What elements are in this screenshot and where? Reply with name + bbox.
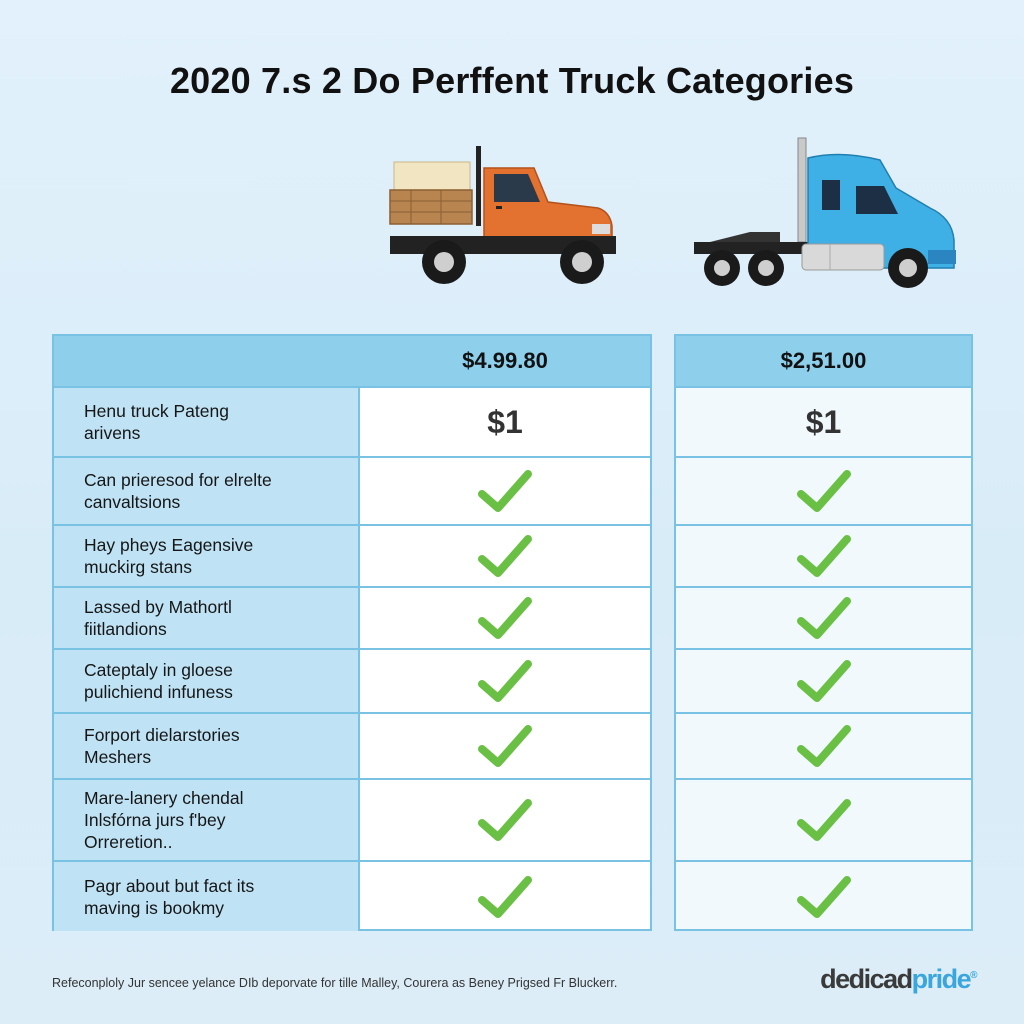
table-header-right: $2,51.00	[676, 336, 971, 386]
orange-flatbed-truck-icon	[389, 146, 616, 284]
value-cell: $1	[676, 388, 971, 456]
table-row: Pagr about but fact its maving is bookmy	[54, 860, 650, 931]
feature-label-line: canvaltsions	[84, 492, 181, 512]
table-row: Hay pheys Eagensive muckirg stans	[54, 524, 650, 586]
feature-label-cell: Mare-lanery chendal Inlsfórna jurs f'bey O…	[54, 780, 360, 860]
feature-label-cell: Henu truck Pateng arivens	[54, 388, 360, 456]
price-header-right: $2,51.00	[780, 348, 867, 373]
feature-label-line: Lassed by Mathortl	[84, 597, 232, 617]
feature-label-line: maving is bookmy	[84, 897, 225, 918]
table-row: Lassed by Mathortl fiitlandions	[54, 586, 650, 648]
check-mark-icon	[478, 535, 532, 577]
feature-label-line: Forport dielarstories	[84, 725, 240, 745]
feature-label-line: Cateptaly in gloese	[84, 660, 233, 680]
blue-semi-truck-icon	[694, 137, 956, 288]
feature-label-line: Mare-lanery chendal	[84, 788, 244, 808]
comparison-table-right: $2,51.00 $1	[674, 334, 973, 931]
value-cell	[360, 526, 650, 586]
feature-label: Cateptaly in gloese pulichiend infuness	[54, 659, 243, 703]
feature-label: Henu truck Pateng arivens	[54, 400, 239, 444]
feature-label-cell: Hay pheys Eagensive muckirg stans	[54, 526, 360, 586]
brand-logo-part2: pride	[911, 964, 972, 994]
feature-label-cell: Forport dielarstories Meshers	[54, 714, 360, 778]
value-cell	[360, 588, 650, 648]
feature-label-cell: Cateptaly in gloese pulichiend infuness	[54, 650, 360, 712]
feature-label: Pagr about but fact its maving is bookmy	[54, 875, 264, 919]
feature-label-line: Pagr about but fact its	[84, 875, 255, 896]
check-mark-icon	[796, 470, 851, 512]
table-row	[676, 456, 971, 524]
check-mark-icon	[478, 660, 532, 702]
value-cell	[360, 650, 650, 712]
feature-label-line: Henu truck Pateng	[84, 401, 229, 421]
value-cell	[360, 714, 650, 778]
feature-label: Mare-lanery chendal Inlsfórna jurs f'bey O…	[54, 787, 254, 853]
table-header-left: $4.99.80	[54, 336, 650, 386]
feature-label-line: Hay pheys Eagensive	[84, 535, 254, 555]
footer-note: Refeconploly Jur sencee yelance DIb depo…	[52, 976, 618, 990]
feature-label: Forport dielarstories Meshers	[54, 724, 250, 768]
table-row: $1	[676, 386, 971, 456]
feature-label-line: Meshers	[84, 747, 152, 767]
value-cell: $1	[360, 388, 650, 456]
table-row: Can prieresod for elrelte canvaltsions	[54, 456, 650, 524]
feature-label: Lassed by Mathortl fiitlandions	[54, 596, 242, 640]
price-value: $1	[487, 403, 523, 440]
value-cell	[676, 588, 971, 648]
check-mark-icon	[796, 875, 851, 918]
table-row	[676, 586, 971, 648]
table-row: Henu truck Pateng arivens $1	[54, 386, 650, 456]
brand-logo-part1: dedicad	[820, 964, 913, 994]
value-cell	[676, 862, 971, 931]
price-header-left: $4.99.80	[462, 348, 548, 373]
value-cell	[676, 714, 971, 778]
feature-label: Hay pheys Eagensive muckirg stans	[54, 534, 263, 578]
value-cell	[676, 526, 971, 586]
table-row	[676, 524, 971, 586]
check-mark-icon	[478, 875, 532, 918]
table-row: Mare-lanery chendal Inlsfórna jurs f'bey O…	[54, 778, 650, 860]
feature-label-line: arivens	[84, 423, 141, 443]
comparison-table-left: $4.99.80 Henu truck Pateng arivens $1 Can p…	[52, 334, 652, 931]
check-mark-icon	[796, 535, 851, 577]
check-mark-icon	[796, 660, 851, 702]
price-value: $1	[805, 403, 842, 440]
check-mark-icon	[478, 725, 532, 767]
feature-label-line: muckirg stans	[84, 557, 192, 577]
table-row	[676, 712, 971, 778]
table-row	[676, 648, 971, 712]
feature-label-line: Inlsfórna jurs f'bey	[84, 810, 226, 830]
brand-logo: dedicadpride®	[820, 964, 977, 995]
value-cell	[676, 650, 971, 712]
check-mark-icon	[478, 597, 532, 639]
check-mark-icon	[478, 799, 532, 841]
brand-logo-mark: ®	[970, 970, 977, 981]
value-cell	[360, 862, 650, 931]
check-mark-icon	[796, 725, 851, 767]
value-cell	[676, 458, 971, 524]
feature-label-cell: Lassed by Mathortl fiitlandions	[54, 588, 360, 648]
feature-label-cell: Pagr about but fact its maving is bookmy	[54, 862, 360, 931]
feature-label-line: Can prieresod for elrelte	[84, 470, 272, 490]
feature-label-line: fiitlandions	[84, 619, 167, 639]
value-cell	[360, 780, 650, 860]
table-row: Forport dielarstories Meshers	[54, 712, 650, 778]
page-title: 2020 7.s 2 Do Perffent Truck Categories	[169, 60, 855, 101]
table-row	[676, 778, 971, 860]
feature-label-line: Orreretion..	[84, 832, 173, 852]
table-row: Cateptaly in gloese pulichiend infuness	[54, 648, 650, 712]
value-cell	[360, 458, 650, 524]
check-mark-icon	[796, 799, 851, 841]
check-mark-icon	[796, 597, 851, 639]
feature-label-cell: Can prieresod for elrelte canvaltsions	[54, 458, 360, 524]
feature-label-line: pulichiend infuness	[84, 682, 233, 702]
check-mark-icon	[478, 470, 532, 512]
feature-label: Can prieresod for elrelte canvaltsions	[54, 469, 282, 513]
table-row	[676, 860, 971, 931]
value-cell	[676, 780, 971, 860]
